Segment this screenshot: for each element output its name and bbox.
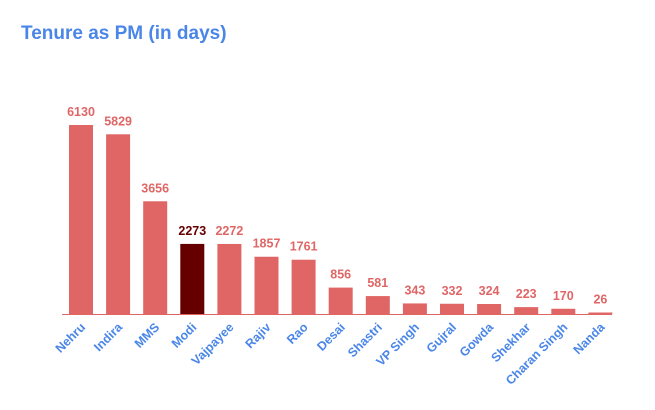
value-label: 26 bbox=[593, 293, 607, 307]
category-label: Desai bbox=[314, 320, 347, 353]
bar-charan-singh bbox=[551, 308, 576, 314]
value-label: 6130 bbox=[67, 105, 95, 119]
value-label: 2272 bbox=[215, 224, 243, 238]
value-label: 3656 bbox=[141, 181, 169, 195]
bar-modi bbox=[180, 243, 205, 314]
value-label: 343 bbox=[404, 283, 425, 297]
bar-rajiv bbox=[254, 256, 279, 314]
bar-gujral bbox=[440, 303, 464, 314]
value-label: 1761 bbox=[290, 240, 318, 254]
bar-mms bbox=[143, 201, 168, 314]
value-label: 223 bbox=[516, 287, 537, 301]
category-label: Nehru bbox=[53, 320, 88, 355]
category-label: Rajiv bbox=[243, 320, 274, 351]
category-label: Indira bbox=[91, 319, 126, 354]
bar-vp-singh bbox=[402, 303, 427, 314]
value-label: 170 bbox=[553, 289, 574, 303]
chart-title: Tenure as PM (in days) bbox=[21, 23, 227, 44]
value-label: 581 bbox=[367, 276, 388, 290]
category-label: Rao bbox=[284, 320, 311, 347]
value-label: 332 bbox=[442, 284, 463, 298]
category-label: MMS bbox=[132, 320, 163, 351]
bar-nehru bbox=[69, 125, 93, 314]
bar-gowda bbox=[477, 304, 502, 314]
bar-desai bbox=[328, 287, 353, 314]
value-label: 324 bbox=[479, 284, 500, 298]
value-label: 1857 bbox=[253, 237, 281, 251]
bar-nanda bbox=[588, 312, 613, 314]
bar-shastri bbox=[365, 296, 390, 314]
bar-indira bbox=[106, 134, 131, 314]
bar-rao bbox=[291, 259, 316, 314]
category-label: Modi bbox=[169, 320, 200, 351]
category-label: Gujral bbox=[424, 320, 459, 355]
value-label: 5829 bbox=[104, 114, 132, 128]
bar-vajpayee bbox=[217, 243, 242, 314]
value-label: 856 bbox=[330, 268, 351, 282]
value-label: 2273 bbox=[178, 224, 206, 238]
bar-shekhar bbox=[514, 307, 539, 314]
category-label: Nanda bbox=[571, 319, 609, 357]
